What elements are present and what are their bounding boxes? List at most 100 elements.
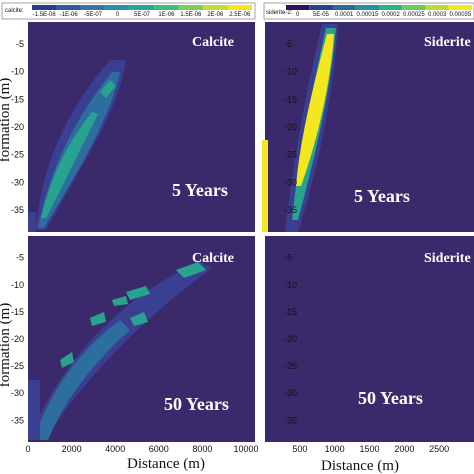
colorbar-tick-label: 0.0003 xyxy=(428,12,447,18)
ylabel-bottom: formation (m) xyxy=(0,303,13,388)
x-tick-label: 0 xyxy=(25,444,30,454)
time-label-siderite-5y: 5 Years xyxy=(354,186,410,206)
y-tick-label: -35 xyxy=(284,415,297,425)
colorbar-swatch xyxy=(332,5,356,10)
yticks-calcite-5y: -5 -10 -15 -20 -25 -30 -35 xyxy=(11,39,24,215)
colorbar-tick-label: 0.00015 xyxy=(357,12,379,18)
colorbar-tick-label: 0.00025 xyxy=(403,12,425,18)
y-tick-label: -30 xyxy=(284,177,297,187)
y-tick-label: -20 xyxy=(11,334,24,344)
xticks-calcite-50y: 0 2000 4000 6000 8000 10000 xyxy=(25,444,258,454)
colorbar-tick-label: 5E-05 xyxy=(313,12,330,18)
y-tick-label: -5 xyxy=(284,253,292,263)
colorbar-swatch xyxy=(80,5,106,10)
y-tick-label: -15 xyxy=(11,94,24,104)
colorbar-siderite-swatches xyxy=(286,5,472,10)
x-tick-label: 8000 xyxy=(192,444,212,454)
y-tick-label: -20 xyxy=(284,122,297,132)
panel-siderite-5y: Siderite 5 Years -5 -10 -15 -20 -25 -30 -35 xyxy=(262,22,474,232)
y-tick-label: -25 xyxy=(284,150,297,160)
y-tick-label: -35 xyxy=(284,205,297,215)
x-tick-label: 4000 xyxy=(105,444,125,454)
mineral-label-siderite-5y: Siderite xyxy=(424,35,471,50)
colorbar-swatch xyxy=(154,5,179,10)
colorbar-swatch xyxy=(203,5,228,10)
colorbar-swatch xyxy=(56,5,81,10)
y-tick-label: -15 xyxy=(284,307,297,317)
y-tick-label: -30 xyxy=(11,177,24,187)
x-tick-label: 1500 xyxy=(359,444,379,454)
colorbar-swatch xyxy=(379,5,403,10)
x-tick-label: 1000 xyxy=(325,444,345,454)
y-tick-label: -10 xyxy=(284,67,297,77)
colorbar-tick-label: -1E-06 xyxy=(60,12,79,18)
colorbar-tick-label: 0.0001 xyxy=(335,12,354,18)
y-tick-label: -25 xyxy=(284,361,297,371)
mineral-label-siderite-50y: Siderite xyxy=(424,251,471,266)
x-tick-label: 10000 xyxy=(233,444,258,454)
mineral-label-calcite-50y: Calcite xyxy=(192,251,234,266)
colorbar-swatch xyxy=(32,5,57,10)
colorbar-tick-label: -5E-07 xyxy=(84,12,103,18)
y-tick-label: -5 xyxy=(16,39,24,49)
x-tick-label: 6000 xyxy=(149,444,169,454)
colorbar-calcite: calcite: -1.5E-06 -1E-06 -5E-07 0 5E-07 1E-06… xyxy=(1,2,256,20)
y-tick-label: -25 xyxy=(11,361,24,371)
colorbar-tick-label: 0.00035 xyxy=(450,12,472,18)
y-tick-label: -20 xyxy=(11,122,24,132)
colorbar-swatch xyxy=(129,5,155,10)
panel-calcite-50y: Calcite 50 Years -5 -10 -15 -20 -25 -30 -35 0 2… xyxy=(11,236,259,454)
xlabel-right: Distance (m) xyxy=(321,458,399,474)
colorbar-siderite: siderite-2: 0 5E-05 0.0001 0.00015 0.0002 0.0… xyxy=(263,2,474,20)
colorbar-tick-label: 1E-06 xyxy=(158,12,175,18)
colorbar-swatch xyxy=(425,5,449,10)
colorbar-siderite-label: siderite-2: xyxy=(266,10,293,16)
ylabel-top: formation (m) xyxy=(0,78,13,163)
time-label-calcite-50y: 50 Years xyxy=(164,394,229,414)
colorbar-tick-label: 1.5E-06 xyxy=(180,12,202,18)
colorbar-swatch xyxy=(227,5,252,10)
colorbar-siderite-ticks: 0 5E-05 0.0001 0.00015 0.0002 0.00025 0.0003 0.… xyxy=(296,12,472,18)
colorbar-tick-label: 2E-06 xyxy=(207,12,224,18)
time-label-siderite-50y: 50 Years xyxy=(358,388,423,408)
panel-calcite-5y: Calcite 5 Years -5 -10 -15 -20 -25 -30 -35 xyxy=(11,22,255,232)
y-tick-label: -30 xyxy=(284,388,297,398)
yticks-siderite-5y: -5 -10 -15 -20 -25 -30 -35 xyxy=(284,39,297,215)
colorbar-swatch xyxy=(178,5,204,10)
colorbar-swatch xyxy=(105,5,130,10)
colorbar-swatch xyxy=(402,5,426,10)
y-tick-label: -10 xyxy=(11,280,24,290)
y-tick-label: -15 xyxy=(11,307,24,317)
x-tick-label: 2500 xyxy=(429,444,449,454)
y-tick-label: -5 xyxy=(16,253,24,263)
colorbar-tick-label: 0 xyxy=(296,12,300,18)
y-tick-label: -30 xyxy=(11,388,24,398)
yticks-siderite-50y: -5 -10 -15 -20 -25 -30 -35 xyxy=(284,253,297,426)
x-tick-label: 500 xyxy=(292,444,307,454)
colorbar-tick-label: 0.0002 xyxy=(381,12,400,18)
y-tick-label: -35 xyxy=(11,415,24,425)
x-tick-label: 2000 xyxy=(62,444,82,454)
siderite-5y-plume xyxy=(262,24,338,232)
panel-siderite-50y: Siderite 50 Years -5 -10 -15 -20 -25 -30 -35 5… xyxy=(265,236,474,454)
y-tick-label: -10 xyxy=(11,67,24,77)
y-tick-label: -15 xyxy=(284,94,297,104)
colorbar-swatch xyxy=(448,5,472,10)
colorbar-swatch xyxy=(309,5,333,10)
colorbar-calcite-ticks: -1.5E-06 -1E-06 -5E-07 0 5E-07 1E-06 1.5E-06 2E… xyxy=(33,12,251,18)
y-tick-label: -35 xyxy=(11,205,24,215)
mineral-label-calcite-5y: Calcite xyxy=(192,35,234,50)
y-tick-label: -25 xyxy=(11,150,24,160)
colorbar-tick-label: 2.5E-06 xyxy=(229,12,251,18)
y-tick-label: -10 xyxy=(284,280,297,290)
colorbar-tick-label: -1.5E-06 xyxy=(33,12,57,18)
colorbar-tick-label: 5E-07 xyxy=(134,12,151,18)
xlabel-left: Distance (m) xyxy=(127,456,205,472)
colorbar-calcite-label: calcite: xyxy=(5,8,24,14)
calcite-5y-plume xyxy=(28,60,126,232)
colorbar-swatch xyxy=(286,5,310,10)
yticks-calcite-50y: -5 -10 -15 -20 -25 -30 -35 xyxy=(11,253,24,426)
xticks-siderite-50y: 500 1000 1500 2000 2500 xyxy=(292,444,449,454)
colorbar-swatch xyxy=(355,5,379,10)
